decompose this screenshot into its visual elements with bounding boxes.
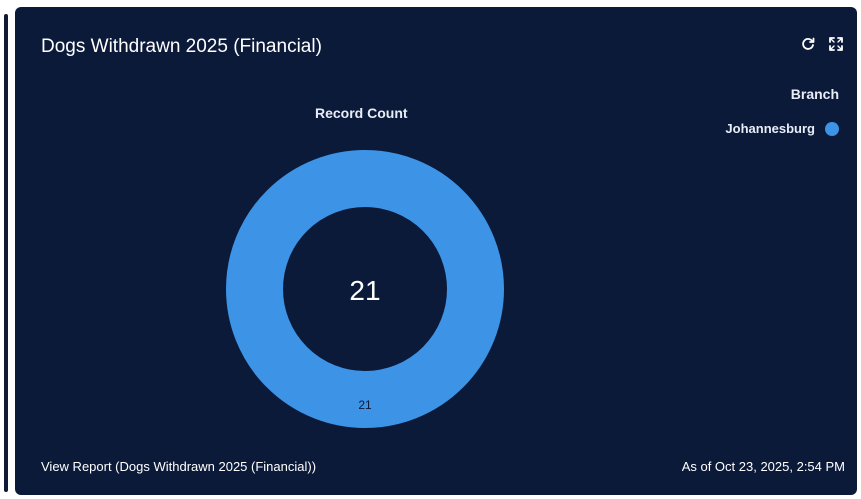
legend-item-johannesburg[interactable]: Johannesburg [725,121,839,136]
widget-header-actions [799,35,845,53]
dashboard-widget-card: Dogs Withdrawn 2025 (Financial) Record C… [15,7,857,495]
last-updated-timestamp: As of Oct 23, 2025, 2:54 PM [681,459,845,474]
donut-slice-johannesburg[interactable] [226,150,504,428]
left-panel-edge [0,0,12,499]
chart-title: Record Count [315,105,408,121]
widget-title: Dogs Withdrawn 2025 (Financial) [41,36,322,57]
expand-icon[interactable] [827,35,845,53]
donut-total-label: 21 [349,275,380,306]
donut-chart: 21 21 [226,150,504,428]
refresh-icon[interactable] [799,35,817,53]
slice-value-label: 21 [358,398,372,412]
left-panel-stripe [4,14,8,492]
view-report-link[interactable]: View Report (Dogs Withdrawn 2025 (Financ… [41,459,317,474]
legend-title: Branch [790,86,839,102]
legend-item-label: Johannesburg [725,121,815,136]
legend-swatch [825,121,839,136]
